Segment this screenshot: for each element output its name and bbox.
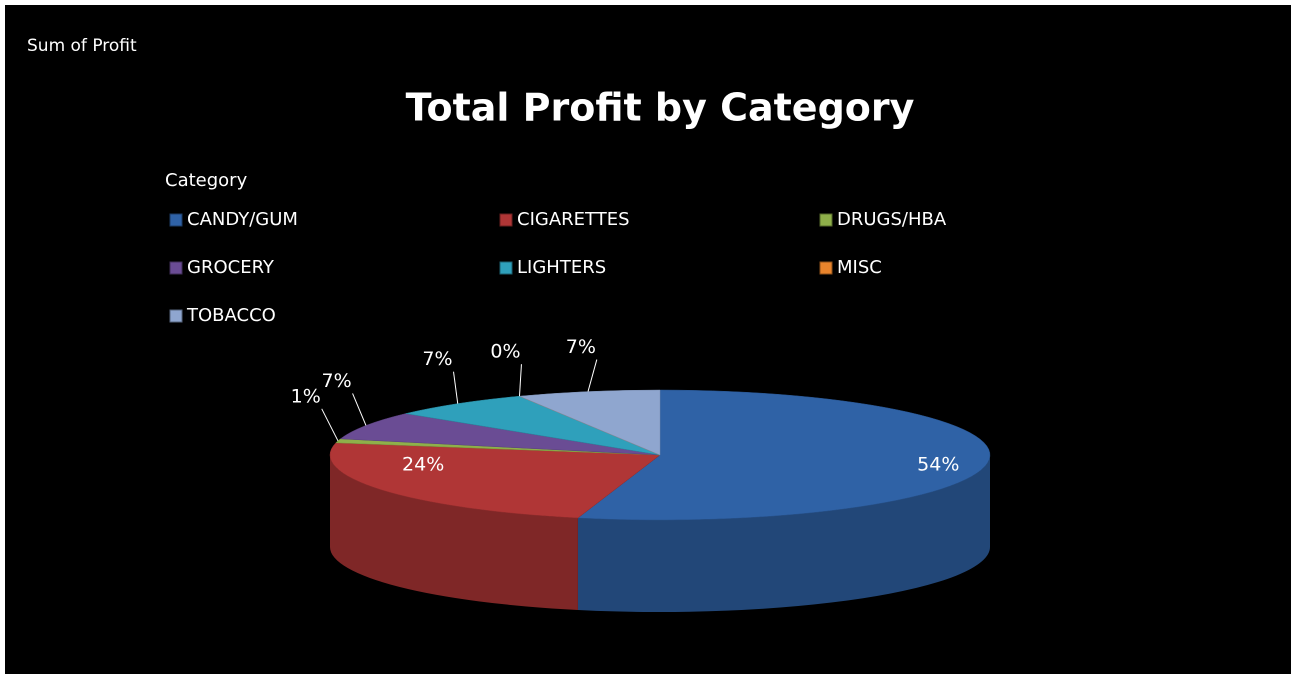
legend-marker — [169, 213, 183, 227]
legend-title: Category — [165, 170, 248, 191]
legend-marker — [499, 213, 513, 227]
data-label: 0% — [490, 341, 520, 363]
data-label: 54% — [917, 454, 959, 476]
legend-label: CANDY/GUM — [187, 209, 298, 230]
legend-label: TOBACCO — [186, 305, 276, 326]
leader-line — [352, 393, 367, 426]
pie-slice — [329, 442, 661, 519]
data-label: 7% — [422, 348, 452, 370]
data-label: 7% — [566, 336, 596, 358]
legend-marker — [819, 213, 833, 227]
leader-line — [518, 364, 522, 397]
chart-title: Total Profit by Category — [406, 86, 915, 130]
field-button[interactable]: Sum of Profit — [27, 36, 137, 56]
legend-label: GROCERY — [187, 257, 275, 278]
leader-line — [587, 359, 598, 392]
legend-marker — [169, 309, 183, 323]
pie-side — [330, 455, 578, 610]
legend-label: CIGARETTES — [517, 209, 630, 230]
data-label: 1% — [291, 385, 321, 407]
data-label: 7% — [321, 370, 351, 392]
legend-label: LIGHTERS — [517, 257, 606, 278]
legend-marker — [169, 261, 183, 275]
leader-line — [453, 371, 459, 404]
pie-slice — [577, 389, 991, 521]
legend-marker — [819, 261, 833, 275]
data-label: 24% — [402, 454, 444, 476]
legend-marker — [499, 261, 513, 275]
legend-label: DRUGS/HBA — [837, 209, 947, 230]
legend-label: MISC — [837, 257, 882, 278]
pie-side — [577, 455, 990, 612]
leader-line — [321, 408, 339, 442]
